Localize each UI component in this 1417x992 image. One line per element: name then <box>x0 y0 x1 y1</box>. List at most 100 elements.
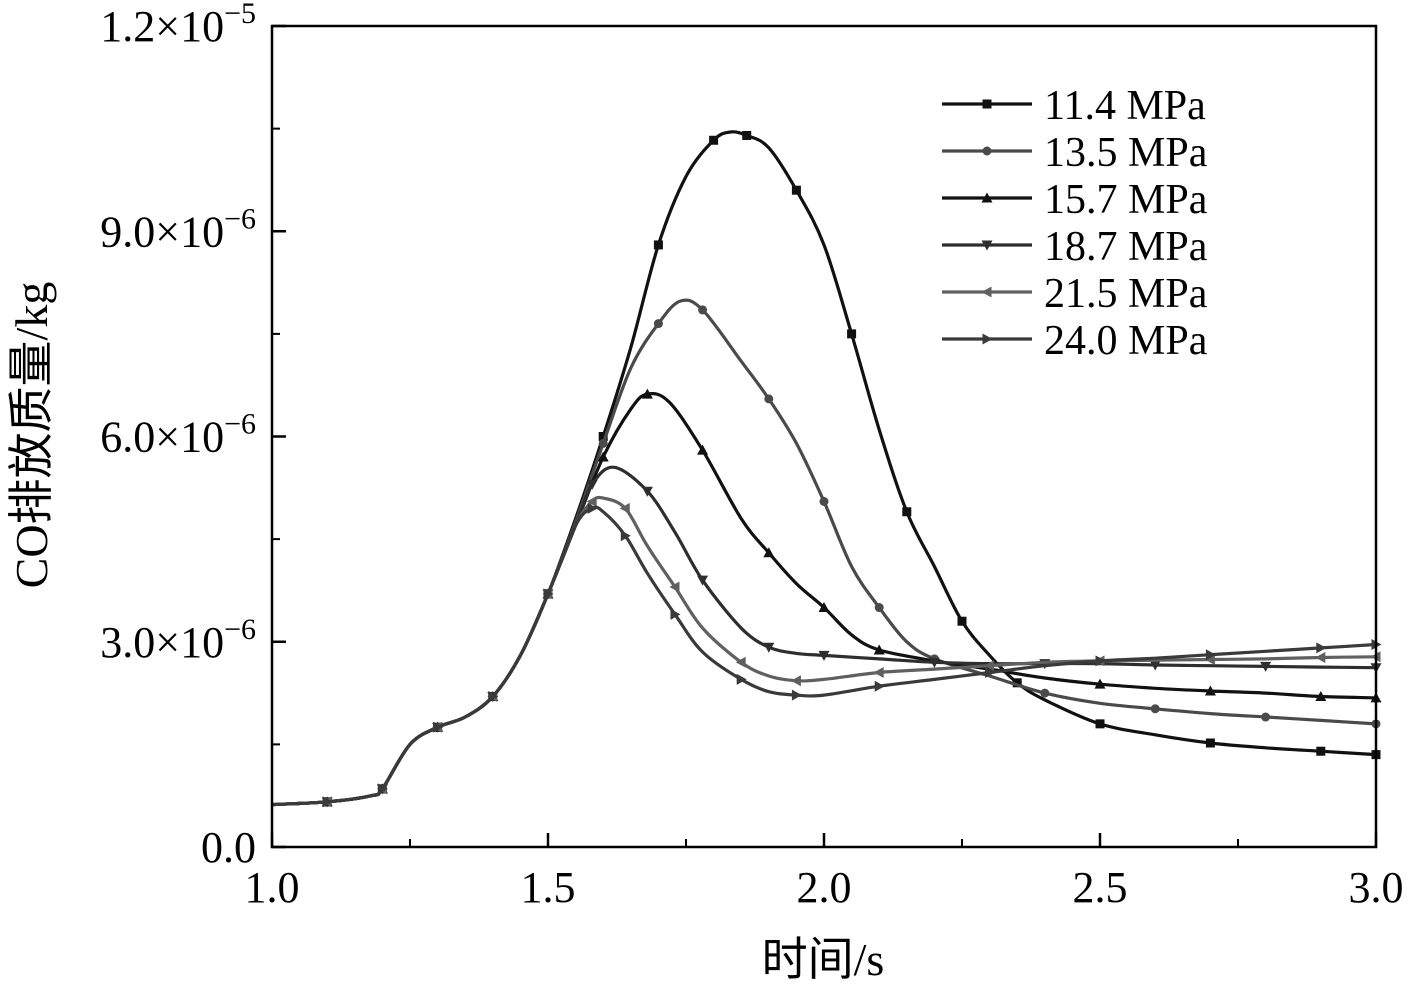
legend-label: 18.7 MPa <box>1044 224 1208 270</box>
data-point <box>653 240 663 250</box>
data-point <box>818 650 830 661</box>
data-point <box>377 783 388 795</box>
data-point <box>1260 661 1272 672</box>
data-point <box>1316 746 1326 756</box>
data-point <box>764 394 774 404</box>
data-point <box>818 602 830 613</box>
data-point <box>597 451 609 462</box>
data-point <box>587 502 598 514</box>
data-point <box>598 432 608 441</box>
data-point <box>586 495 597 507</box>
data-point <box>322 796 333 808</box>
data-point <box>433 721 444 733</box>
legend-marker <box>982 146 992 156</box>
y-tick-label: 1.2×10−5 <box>100 0 256 51</box>
data-point <box>1095 655 1106 667</box>
y-tick-label: 9.0×10−6 <box>100 202 256 256</box>
series-4 <box>271 465 1382 808</box>
data-point <box>709 135 719 145</box>
legend-item: 15.7 MPa <box>942 177 1208 223</box>
legend-label: 24.0 MPa <box>1044 318 1208 364</box>
data-point <box>1205 649 1216 661</box>
y-tick-label: 6.0×10−6 <box>100 408 256 462</box>
data-point <box>1315 651 1326 663</box>
data-point <box>736 673 747 685</box>
data-point <box>873 644 885 655</box>
data-point <box>791 185 801 195</box>
data-point <box>1316 642 1327 654</box>
data-point <box>653 319 663 329</box>
legend-marker <box>981 286 992 298</box>
data-point <box>669 581 680 593</box>
x-tick-label: 2.0 <box>797 863 852 912</box>
data-point <box>1012 678 1022 688</box>
data-point <box>1261 712 1271 722</box>
data-point <box>620 530 631 542</box>
data-point <box>1150 704 1160 714</box>
data-point <box>874 680 885 692</box>
data-point <box>1204 654 1215 666</box>
data-point <box>790 675 801 687</box>
data-point <box>586 479 598 490</box>
data-point <box>873 667 884 679</box>
legend-item: 21.5 MPa <box>942 271 1208 317</box>
data-point <box>697 575 709 586</box>
legend-item: 24.0 MPa <box>942 318 1208 364</box>
data-point <box>742 130 752 140</box>
data-point <box>874 603 884 613</box>
x-tick-label: 3.0 <box>1349 863 1404 912</box>
data-point <box>697 444 709 455</box>
x-tick-label: 1.5 <box>521 863 576 912</box>
data-point <box>928 657 940 668</box>
data-point <box>1149 660 1161 671</box>
legend-label: 15.7 MPa <box>1044 177 1208 223</box>
data-point <box>641 388 653 399</box>
legend-item: 13.5 MPa <box>942 130 1208 176</box>
data-point <box>1040 688 1050 698</box>
data-point <box>735 656 746 668</box>
axes-layer: 1.0 1.5 2.0 2.5 3.0 0.0 3.0×10−6 6.0×10−6 9.0×10… <box>100 0 1403 912</box>
data-point <box>670 608 681 620</box>
legend-marker <box>982 99 992 109</box>
data-point <box>984 660 995 672</box>
data-point <box>1315 690 1327 701</box>
legend-label: 13.5 MPa <box>1044 130 1208 176</box>
data-point <box>1094 678 1106 689</box>
legend-item: 18.7 MPa <box>942 224 1208 270</box>
data-point <box>847 329 857 339</box>
series-6 <box>271 502 1382 808</box>
data-point <box>619 502 630 514</box>
data-point <box>1204 685 1216 696</box>
x-axis-title: 时间/s <box>762 934 885 985</box>
y-tick-label: 0.0 <box>201 823 256 872</box>
data-point <box>957 616 967 626</box>
data-point <box>543 588 554 600</box>
data-point <box>488 690 499 702</box>
legend-item: 11.4 MPa <box>942 83 1206 129</box>
data-point <box>902 507 912 517</box>
legend-marker <box>982 333 993 345</box>
series-layer <box>271 130 1382 808</box>
data-point <box>641 486 653 497</box>
data-point <box>791 689 802 701</box>
data-point <box>1205 738 1215 748</box>
series-1 <box>271 130 1381 807</box>
x-tick-label: 1.0 <box>245 863 300 912</box>
series-line <box>271 465 1377 807</box>
legend-marker <box>981 240 993 251</box>
data-point <box>985 667 996 679</box>
y-tick-label: 3.0×10−6 <box>100 613 256 667</box>
series-line <box>271 130 1377 807</box>
legend-label: 11.4 MPa <box>1044 83 1206 129</box>
y-axis-title: CO排放质量/kg <box>6 282 57 589</box>
data-point <box>763 547 775 558</box>
data-point <box>598 438 608 448</box>
legend-marker <box>981 192 993 203</box>
legend-label: 21.5 MPa <box>1044 271 1208 317</box>
data-point <box>763 642 775 653</box>
data-point <box>819 496 829 506</box>
data-point <box>1095 719 1105 729</box>
